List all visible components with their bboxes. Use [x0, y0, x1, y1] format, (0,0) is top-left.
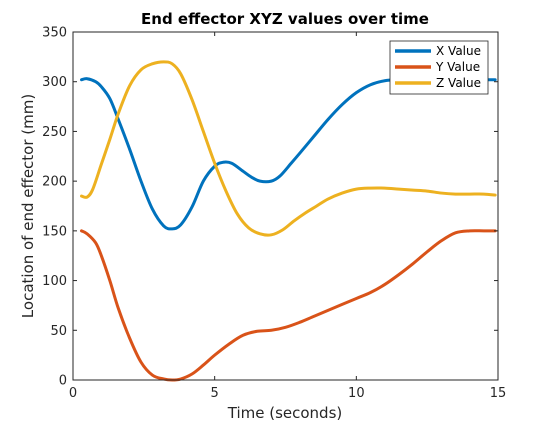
legend-label-z-value: Z Value — [436, 76, 481, 90]
legend-label-x-value: X Value — [436, 44, 481, 58]
series-line-z-value — [80, 60, 497, 237]
axes-box — [72, 31, 499, 381]
legend-label-y-value: Y Value — [435, 60, 480, 74]
x-tick-label: 5 — [211, 386, 219, 401]
x-tick-label: 15 — [490, 386, 507, 401]
x-tick-label: 0 — [69, 386, 77, 401]
y-axis-title: Location of end effector (mm) — [19, 94, 37, 318]
x-tick-label: 10 — [348, 386, 365, 401]
series-line-y-value — [80, 229, 497, 382]
x-axis-title: Time (seconds) — [227, 404, 343, 422]
y-tick-label: 250 — [42, 125, 67, 140]
y-tick-label: 350 — [42, 26, 67, 41]
chart-title: End effector XYZ values over time — [141, 10, 429, 28]
y-tick-label: 0 — [59, 374, 67, 389]
y-tick-label: 200 — [42, 175, 67, 190]
y-tick-label: 50 — [50, 324, 67, 339]
y-tick-label: 300 — [42, 75, 67, 90]
legend: X Value Y Value Z Value — [389, 40, 489, 95]
y-tick-label: 100 — [42, 274, 67, 289]
y-tick-label: 150 — [42, 224, 67, 239]
